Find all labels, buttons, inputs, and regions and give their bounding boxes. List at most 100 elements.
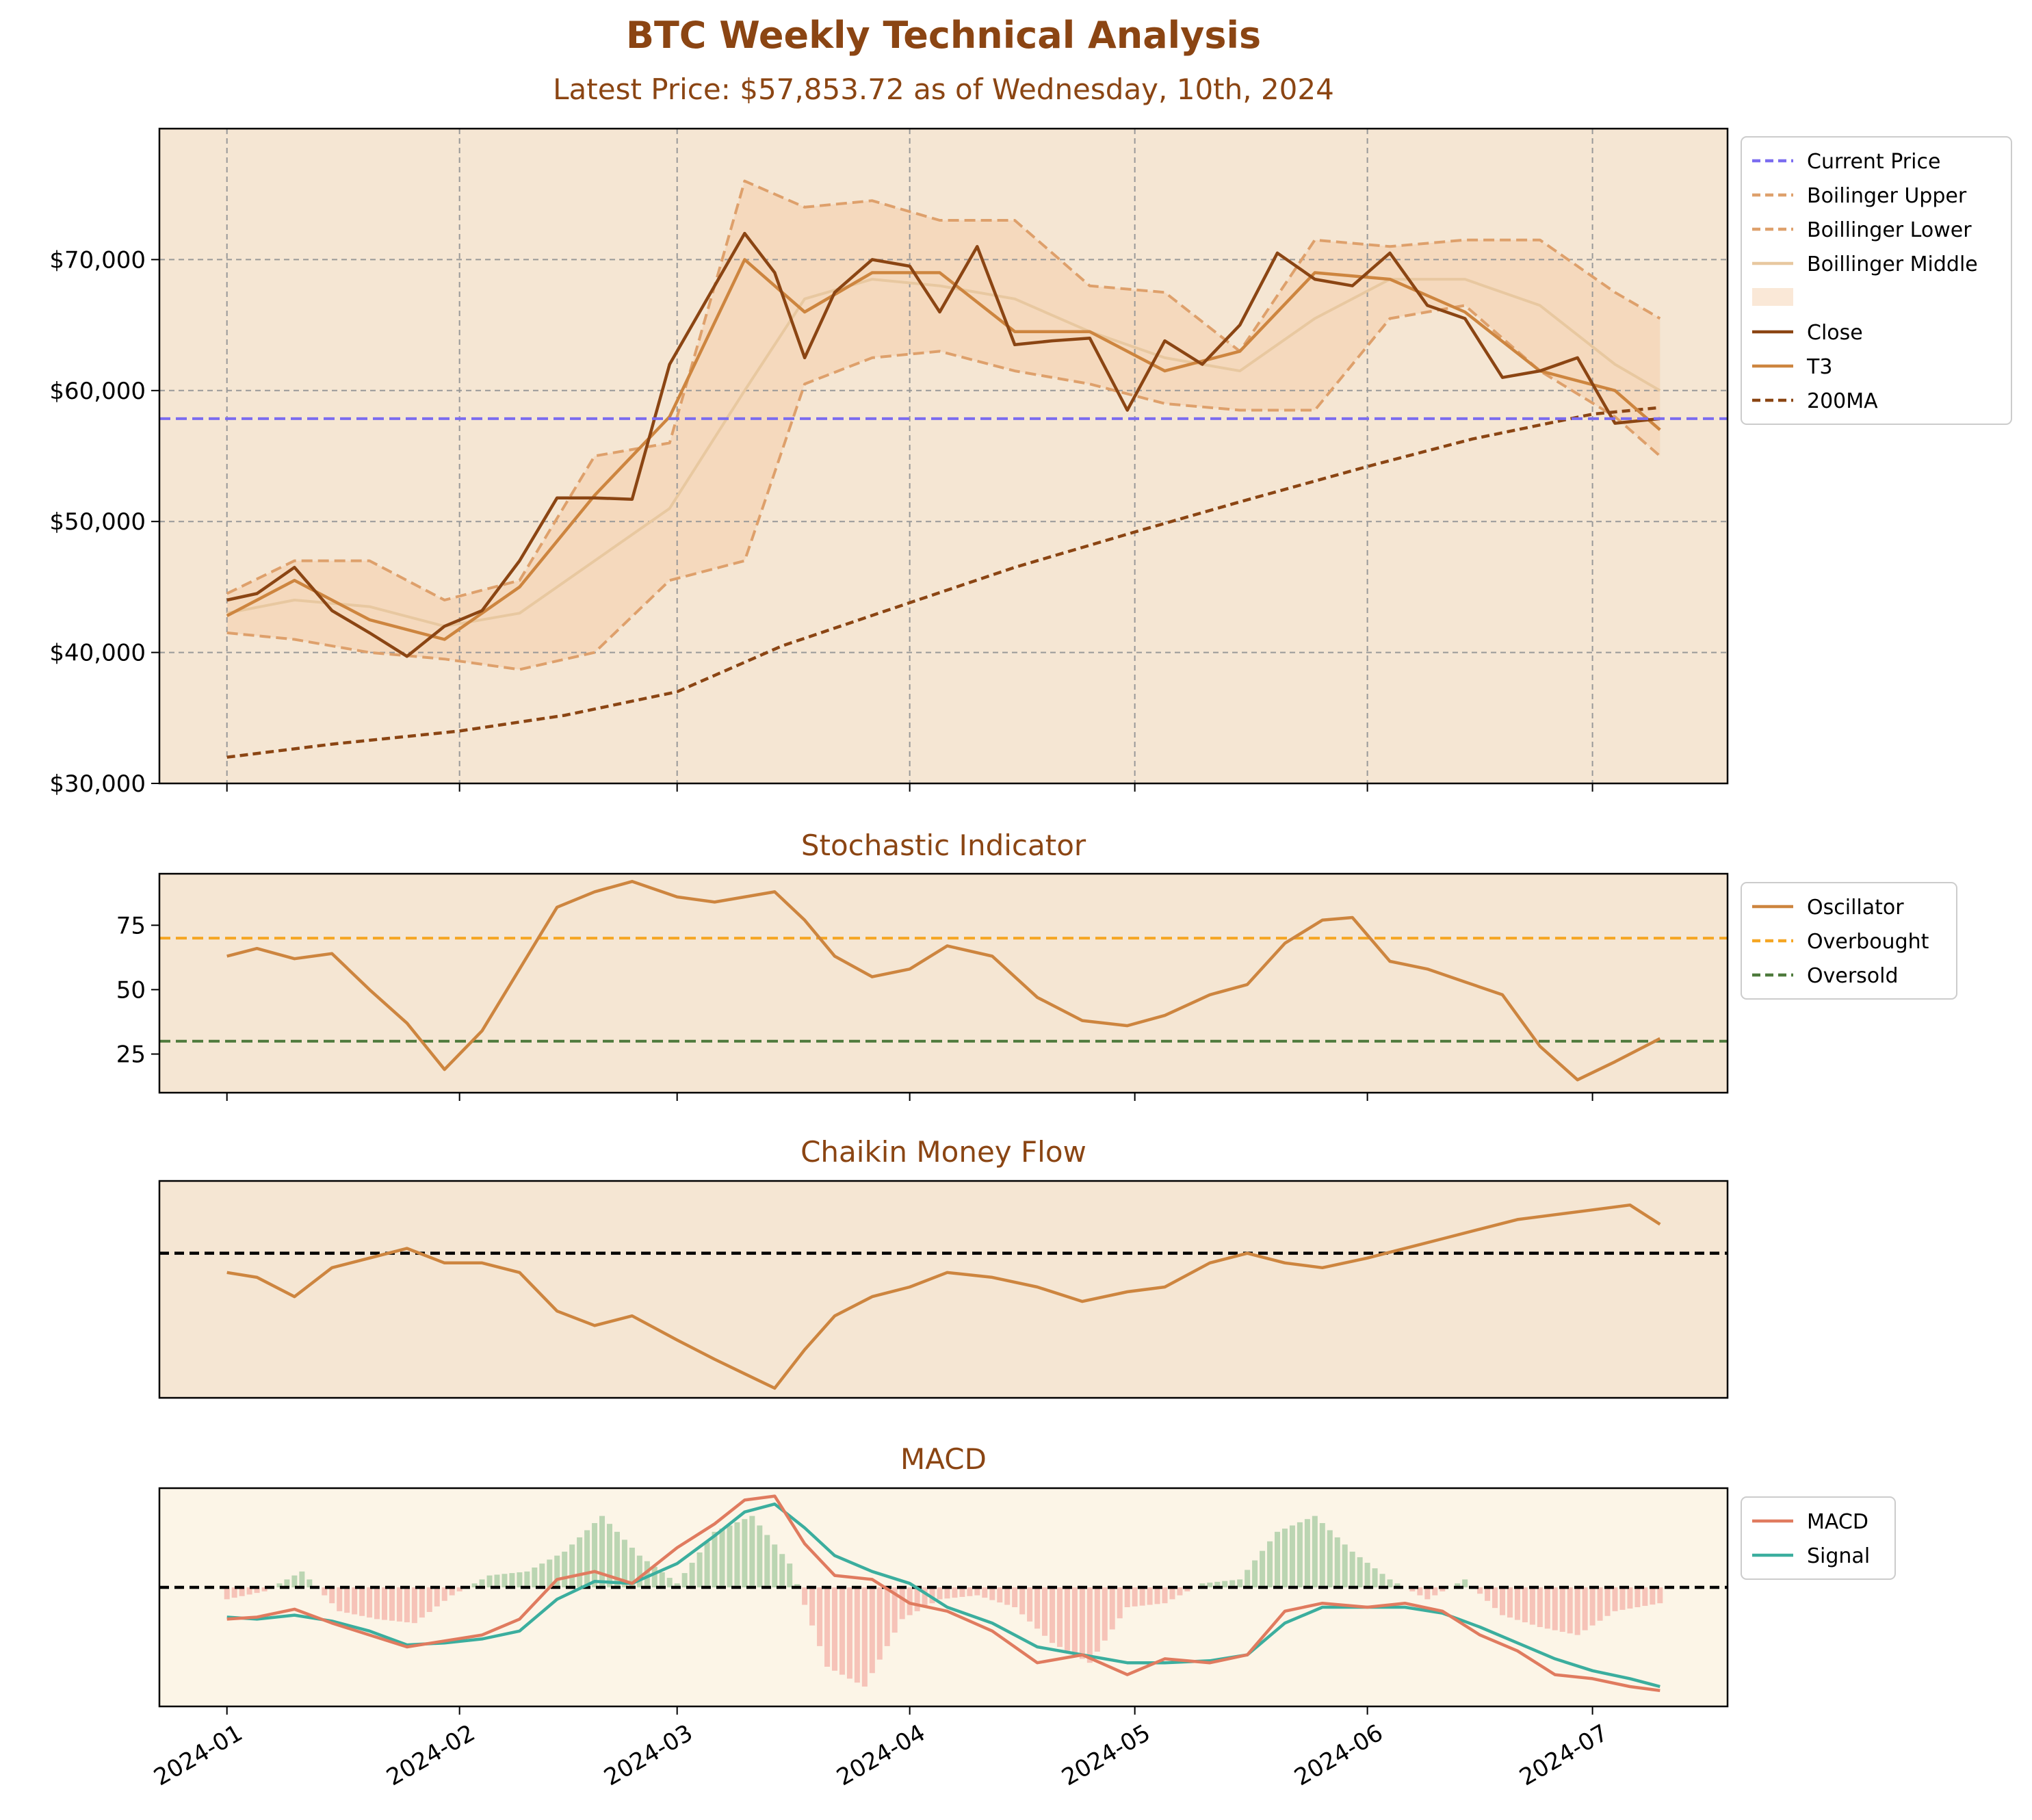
histogram-bar: [1214, 1581, 1221, 1587]
histogram-bar: [922, 1587, 928, 1607]
histogram-bar: [329, 1587, 335, 1604]
histogram-bar: [569, 1544, 575, 1587]
histogram-bar: [1027, 1587, 1033, 1622]
histogram-bar: [509, 1573, 515, 1587]
histogram-bar: [666, 1578, 673, 1587]
histogram-bar: [764, 1535, 770, 1587]
histogram-bar: [1207, 1583, 1213, 1587]
histogram-bar: [757, 1525, 763, 1587]
histogram-bar: [1275, 1531, 1281, 1587]
legend-label: Oversold: [1807, 964, 1899, 988]
histogram-bar: [1455, 1583, 1461, 1587]
histogram-bar: [502, 1574, 508, 1587]
histogram-bar: [614, 1531, 620, 1587]
legend-box: [1741, 1496, 1896, 1580]
histogram-bar: [1319, 1523, 1325, 1587]
histogram-bar: [1102, 1587, 1108, 1641]
histogram-bar: [899, 1587, 905, 1620]
histogram-bar: [719, 1529, 725, 1587]
x-tick-label: 2024-07: [1515, 1719, 1613, 1792]
histogram-bar: [1582, 1587, 1588, 1630]
histogram-bar: [891, 1587, 898, 1633]
histogram-bar: [1529, 1587, 1535, 1625]
legend-label: 200MA: [1807, 389, 1878, 413]
histogram-bar: [696, 1552, 703, 1587]
y-tick-label: $70,000: [49, 246, 146, 274]
y-tick-label: $30,000: [49, 770, 146, 798]
histogram-bar: [449, 1587, 455, 1596]
legend-label: Boilinger Upper: [1807, 184, 1967, 208]
histogram-bar: [1312, 1516, 1318, 1587]
histogram-bar: [1139, 1587, 1145, 1606]
histogram-bar: [1650, 1587, 1656, 1605]
histogram-bar: [989, 1587, 995, 1600]
histogram-bar: [1154, 1587, 1160, 1604]
bollinger-upper-line: [226, 179, 1661, 601]
histogram-bar: [1604, 1587, 1611, 1616]
y-tick-label: $60,000: [49, 378, 146, 405]
macd-line: [226, 1494, 1660, 1693]
histogram-bar: [1147, 1587, 1153, 1605]
histogram-bar: [876, 1587, 883, 1660]
x-tick-label: 2024-05: [1057, 1719, 1155, 1792]
plot-area: [159, 1181, 1728, 1398]
histogram-bar: [1260, 1550, 1266, 1587]
oscillator-line: [226, 880, 1661, 1082]
histogram-bar: [997, 1587, 1003, 1603]
histogram-bar: [494, 1574, 500, 1587]
y-tick-label: 25: [116, 1041, 146, 1069]
histogram-bar: [854, 1587, 860, 1683]
histogram-bar: [562, 1551, 568, 1587]
histogram-bar: [389, 1587, 395, 1621]
histogram-bar: [577, 1537, 583, 1587]
histogram-bar: [1372, 1568, 1378, 1587]
histogram-bar: [1559, 1587, 1565, 1632]
stochastic-title: Stochastic Indicator: [801, 829, 1086, 862]
histogram-bar: [307, 1579, 313, 1587]
histogram-bar: [1086, 1587, 1093, 1663]
legend-label: Boillinger Lower: [1807, 218, 1972, 242]
histogram-bar: [411, 1587, 417, 1624]
histogram-bar: [554, 1555, 560, 1587]
histogram-bar: [794, 1584, 800, 1587]
histogram-bar: [261, 1587, 268, 1591]
histogram-bar: [1245, 1570, 1251, 1587]
x-tick-label: 2024-04: [832, 1719, 930, 1792]
histogram-bar: [1574, 1587, 1580, 1635]
histogram-bar: [299, 1571, 305, 1587]
histogram-bar: [532, 1568, 538, 1587]
histogram-bar: [419, 1587, 425, 1618]
histogram-bar: [231, 1587, 237, 1598]
histogram-bar: [1042, 1587, 1048, 1636]
histogram-bar: [982, 1587, 988, 1598]
histogram-bar: [374, 1587, 380, 1620]
legend-label: Overbought: [1807, 930, 1929, 954]
histogram-bar: [809, 1587, 816, 1626]
histogram-bar: [1297, 1522, 1303, 1587]
histogram-bar: [1619, 1587, 1626, 1610]
legend-label: Close: [1807, 321, 1863, 345]
histogram-bar: [974, 1587, 980, 1596]
histogram-bar: [869, 1587, 875, 1674]
histogram-bar: [1409, 1587, 1416, 1591]
y-tick-label: $40,000: [49, 640, 146, 667]
legend-label: MACD: [1807, 1510, 1868, 1534]
histogram-bar: [1657, 1587, 1663, 1604]
histogram-bar: [1364, 1563, 1370, 1587]
histogram-bar: [1019, 1587, 1026, 1615]
macd-title: MACD: [900, 1442, 987, 1476]
histogram-bar: [839, 1587, 845, 1675]
histogram-bar: [779, 1554, 785, 1587]
histogram-bar: [1642, 1587, 1648, 1607]
histogram-bar: [772, 1544, 778, 1587]
legends: Current Price Boilinger Upper Boillinger L…: [1741, 136, 2012, 1580]
histogram-bar: [599, 1516, 605, 1587]
histogram-bar: [689, 1563, 695, 1587]
histogram-bar: [1124, 1587, 1130, 1607]
histogram-bar: [276, 1583, 283, 1587]
close-line: [226, 231, 1660, 658]
histogram-bar: [1379, 1574, 1385, 1587]
plot-area: [159, 874, 1728, 1093]
histogram-bar: [517, 1572, 523, 1587]
histogram-bar: [426, 1587, 432, 1612]
